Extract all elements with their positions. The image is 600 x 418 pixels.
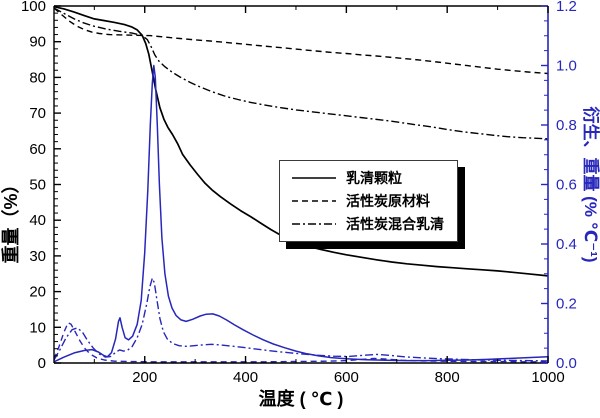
svg-text:200: 200 (132, 369, 157, 386)
legend-label: 乳清颗粒 (346, 170, 402, 186)
svg-text:90: 90 (29, 34, 46, 51)
svg-text:60: 60 (29, 141, 46, 158)
x-axis: 200 400 600 800 1000 (93, 6, 565, 386)
svg-text:10: 10 (29, 319, 46, 336)
svg-text:1.0: 1.0 (556, 58, 577, 75)
svg-text:80: 80 (29, 69, 46, 86)
legend-item-activated-carbon-raw: 活性炭原材料 (291, 191, 444, 211)
series-line (53, 322, 548, 363)
svg-text:70: 70 (29, 105, 46, 122)
legend-line-dashed-icon (292, 200, 336, 202)
legend-line-solid-icon (292, 177, 336, 179)
legend-item-activated-carbon-whey-mix: 活性炭混合乳清 (291, 214, 444, 234)
y-left-axis-title: 重量（%） (0, 175, 21, 263)
y-left-axis: 0 10 20 30 40 50 60 70 80 90 100 (21, 0, 61, 372)
svg-text:0.6: 0.6 (556, 177, 577, 194)
svg-text:600: 600 (334, 369, 359, 386)
svg-text:100: 100 (21, 0, 46, 15)
y-right-axis: 0.0 0.2 0.4 0.6 0.8 1.0 1.2 (541, 0, 577, 372)
svg-text:0: 0 (38, 355, 46, 372)
legend-label: 活性炭原材料 (346, 193, 430, 209)
x-axis-title: 温度 ( ℃ ) (259, 388, 344, 409)
chart-legend: 乳清颗粒 活性炭原材料 活性炭混合乳清 (279, 160, 458, 242)
series-line (53, 64, 549, 363)
series-line (53, 7, 549, 140)
series-line (53, 277, 549, 362)
legend-line-dashdot-icon (292, 223, 336, 225)
svg-text:800: 800 (435, 369, 460, 386)
svg-text:0.2: 0.2 (556, 296, 577, 313)
svg-text:400: 400 (233, 369, 258, 386)
axis-titles: 温度 ( ℃ ) 重量（%） 衍生、重量 (% ℃⁻¹) (0, 106, 600, 409)
legend-item-whey: 乳清颗粒 (291, 168, 444, 188)
svg-text:1.2: 1.2 (556, 0, 577, 15)
svg-text:30: 30 (29, 248, 46, 265)
series-line (53, 5, 549, 277)
plot-curves (53, 5, 549, 363)
svg-text:0.8: 0.8 (556, 117, 577, 134)
svg-text:40: 40 (29, 212, 46, 229)
series-line (53, 7, 549, 75)
legend-label: 活性炭混合乳清 (346, 216, 444, 232)
svg-text:0.0: 0.0 (556, 355, 577, 372)
svg-text:1000: 1000 (531, 369, 564, 386)
svg-text:20: 20 (29, 284, 46, 301)
svg-text:50: 50 (29, 177, 46, 194)
y-right-axis-title: 衍生、重量 (% ℃⁻¹) (581, 106, 600, 262)
svg-text:0.4: 0.4 (556, 236, 577, 253)
